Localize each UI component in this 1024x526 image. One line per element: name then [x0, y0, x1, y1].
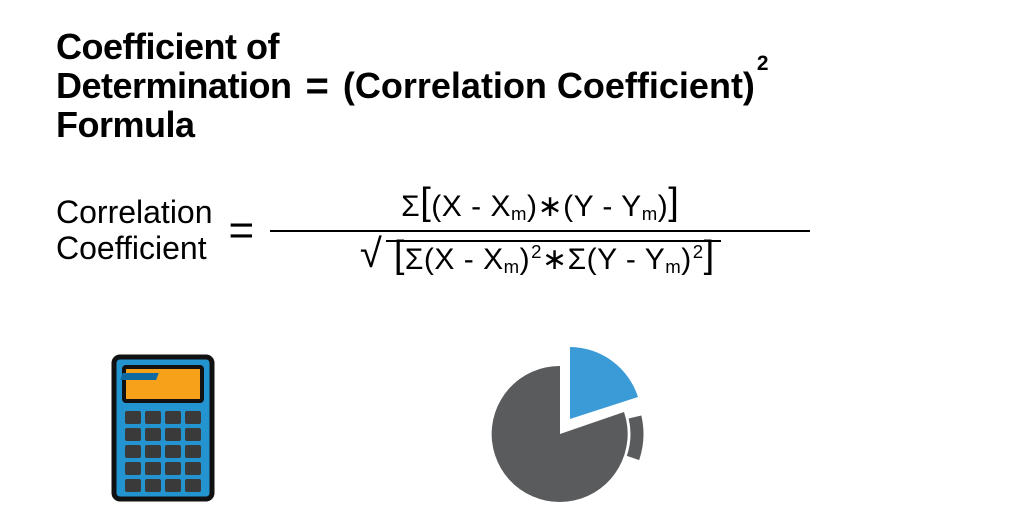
icon-row [0, 348, 1024, 508]
star: ∗ [542, 242, 568, 277]
rparen: ) [520, 243, 531, 277]
formula2-numerator: Σ [ (X - X m ) ∗ (Y - Y m ) ] [401, 183, 679, 226]
rparen: ) [681, 243, 692, 277]
bracket-close: ] [668, 181, 679, 224]
term-x: (X - X [424, 243, 504, 277]
formula1-lhs-line3: Formula [56, 106, 292, 145]
bracket-open: [ [394, 234, 405, 277]
term-y: (Y - Y [587, 243, 666, 277]
formula2-lhs-line2: Coefficient [56, 231, 213, 266]
rparen: ) [658, 190, 669, 224]
sigma: Σ [568, 243, 587, 277]
exp-2: 2 [693, 241, 704, 263]
formula1-lhs-line2: Determination [56, 67, 292, 106]
correlation-coefficient-formula: Correlation Coefficient = Σ [ (X - X m )… [56, 183, 988, 279]
coeff-determination-formula: Coefficient of Determination Formula = (… [56, 28, 988, 145]
star: ∗ [537, 189, 563, 224]
formula2-denominator: √ [ Σ (X - X m ) 2 ∗ Σ (Y - Y m ) 2 ] [366, 236, 715, 279]
formula1-rhs-exponent: 2 [757, 54, 769, 75]
formula1-lhs-line1: Coefficient of [56, 28, 292, 67]
sub-m: m [504, 256, 520, 278]
formula1-rhs: (Correlation Coefficient) 2 [343, 65, 769, 107]
calculator-icon [108, 353, 218, 508]
sqrt-vinculum [386, 240, 721, 242]
rparen: ) [527, 190, 538, 224]
formula2-lhs-line1: Correlation [56, 195, 213, 230]
fraction-bar [270, 230, 810, 232]
formula1-equals: = [306, 64, 329, 109]
bracket-close: ] [704, 234, 715, 277]
sub-m: m [642, 203, 658, 225]
pie-chart-icon [470, 339, 670, 514]
formula2-fraction: Σ [ (X - X m ) ∗ (Y - Y m ) ] √ [ Σ (X -… [270, 183, 810, 279]
formula2-equals: = [229, 206, 255, 256]
formula2-lhs: Correlation Coefficient [56, 195, 213, 265]
term-x: (X - X [431, 190, 511, 224]
term-y: (Y - Y [563, 190, 642, 224]
exp-2: 2 [531, 241, 542, 263]
bracket-open: [ [420, 181, 431, 224]
sigma: Σ [401, 190, 420, 224]
sub-m: m [665, 256, 681, 278]
sigma: Σ [405, 243, 424, 277]
formula1-lhs: Coefficient of Determination Formula [56, 28, 292, 145]
sub-m: m [511, 203, 527, 225]
formula1-rhs-base: (Correlation Coefficient) [343, 65, 755, 107]
sqrt-sign: √ [360, 234, 382, 274]
